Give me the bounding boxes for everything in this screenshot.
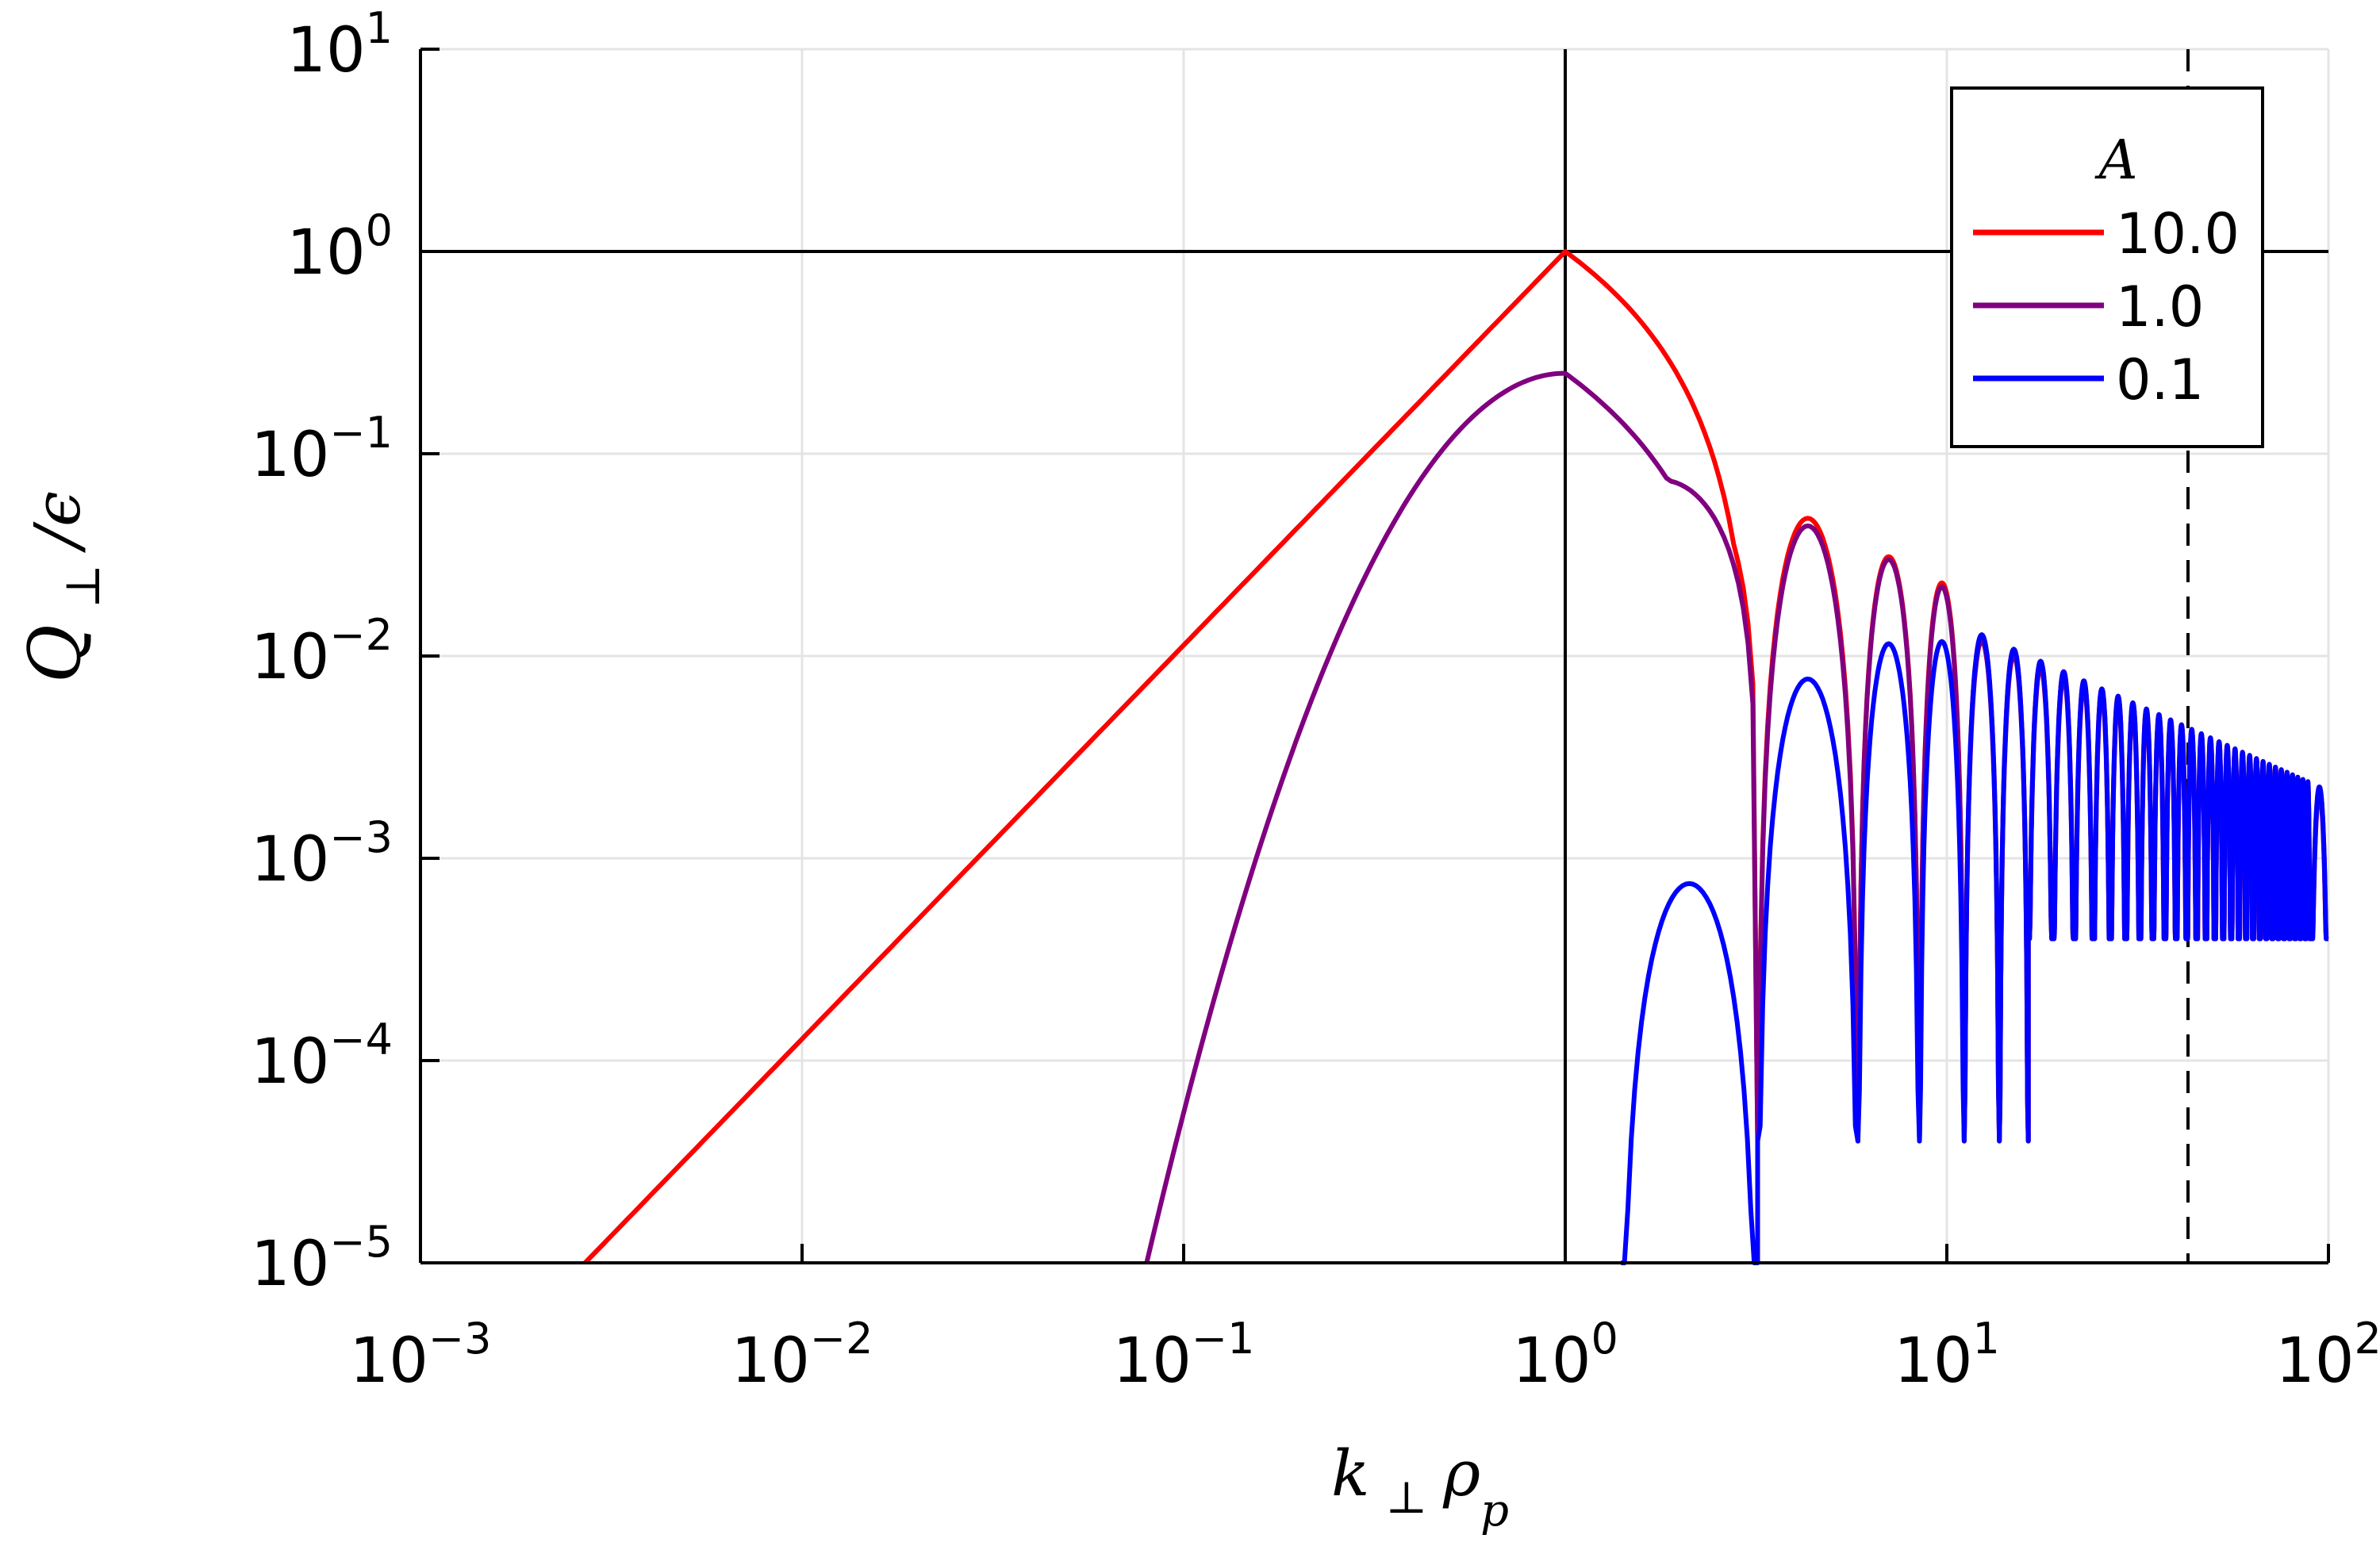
- legend-label: 10.0: [2116, 201, 2240, 267]
- legend-label: 1.0: [2116, 274, 2204, 340]
- y-tick-label: 101: [286, 3, 393, 86]
- x-tick-label: 100: [1512, 1314, 1618, 1397]
- axes: [419, 48, 2330, 1264]
- y-tick-label: 10−5: [251, 1217, 393, 1300]
- x-tick-label: 10−3: [350, 1314, 492, 1397]
- series-group: [583, 249, 2331, 1265]
- y-tick-label: 10−1: [251, 408, 393, 491]
- y-axis-label: Q⊥/ϵ: [13, 491, 111, 683]
- y-tick-label: 100: [286, 205, 393, 289]
- legend-entries: 10.0 1.0 0.1: [1973, 201, 2240, 412]
- series-line-2: [1621, 632, 2331, 1265]
- x-tick-label: 10−1: [1113, 1314, 1255, 1397]
- legend-title: A: [2094, 129, 2137, 192]
- y-tick-label: 10−3: [251, 812, 393, 896]
- x-tick-label: 10−2: [731, 1314, 873, 1397]
- x-tick-label: 102: [2275, 1314, 2380, 1397]
- y-tick-label: 10−2: [251, 610, 393, 693]
- tick-labels: 10−3 10−2 10−1 100 101 102 10−5 10−4 10−3 10−2 10−…: [251, 3, 2380, 1397]
- legend: A 10.0 1.0 0.1: [1950, 86, 2264, 448]
- legend-box: [1950, 86, 2264, 448]
- legend-label: 0.1: [2116, 347, 2204, 412]
- y-tick-label: 10−4: [251, 1015, 393, 1098]
- x-tick-label: 101: [1894, 1314, 2000, 1397]
- x-axis-label: k ⊥ ρp: [1331, 1437, 1509, 1537]
